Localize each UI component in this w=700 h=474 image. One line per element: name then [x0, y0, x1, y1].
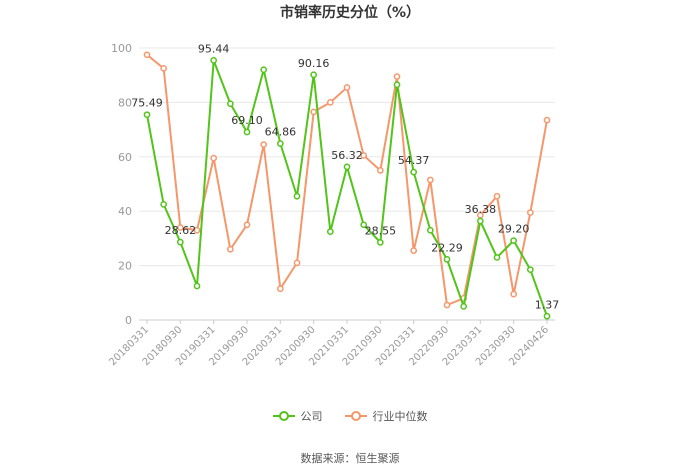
data-point	[493, 192, 501, 200]
data-point	[343, 163, 351, 171]
data-label: 64.86	[265, 126, 297, 139]
y-tick-label: 100	[111, 42, 132, 55]
data-point	[493, 254, 501, 261]
data-point	[210, 154, 218, 162]
data-point	[193, 282, 201, 290]
y-tick-label: 0	[125, 314, 132, 327]
data-point	[310, 108, 318, 116]
data-label: 28.55	[365, 224, 397, 237]
data-point	[360, 152, 368, 159]
data-point	[510, 290, 518, 298]
data-point	[276, 285, 284, 293]
legend-label-industry: 行业中位数	[372, 410, 428, 423]
y-tick-label: 20	[118, 260, 132, 273]
y-tick-label: 80	[118, 96, 132, 109]
data-point	[293, 259, 301, 267]
legend-item-industry[interactable]: 行业中位数	[344, 408, 428, 424]
data-point	[410, 247, 418, 254]
series-line	[146, 54, 548, 307]
data-point	[526, 209, 534, 216]
data-point	[326, 228, 334, 235]
data-point	[176, 224, 184, 231]
data-point	[460, 303, 468, 310]
data-point	[376, 167, 384, 174]
data-point	[476, 217, 484, 225]
data-point	[276, 140, 284, 147]
data-label: 36.38	[465, 203, 497, 216]
data-label: 90.16	[298, 57, 330, 70]
data-point	[443, 256, 451, 263]
data-point	[426, 226, 434, 234]
legend-item-company[interactable]: 公司	[272, 408, 323, 424]
data-point	[326, 99, 334, 106]
data-label: 22.29	[431, 241, 463, 254]
data-point	[176, 238, 184, 246]
data-point	[143, 51, 151, 59]
data-point	[360, 221, 368, 229]
data-point	[310, 71, 318, 79]
y-tick-label: 60	[118, 151, 132, 164]
data-point	[260, 141, 268, 148]
data-point	[260, 66, 268, 74]
data-label: 95.44	[198, 42, 230, 55]
data-point	[210, 57, 218, 64]
data-point	[243, 221, 251, 229]
data-point	[226, 245, 234, 253]
data-label: 56.32	[331, 149, 363, 162]
legend-swatch-company	[272, 410, 295, 422]
chart-title: 市销率历史分位（%）	[279, 5, 421, 21]
data-point	[426, 176, 434, 184]
data-label: 69.10	[231, 114, 263, 127]
legend-swatch-industry	[344, 410, 367, 422]
y-tick-label: 40	[118, 205, 132, 218]
data-point	[293, 192, 301, 200]
data-label: 75.49	[131, 97, 163, 110]
data-point	[393, 73, 401, 80]
data-point	[376, 238, 384, 246]
data-label: 28.62	[165, 224, 197, 237]
data-point	[543, 312, 551, 320]
data-label: 29.20	[498, 223, 530, 236]
data-point	[160, 65, 168, 72]
data-point	[193, 226, 201, 234]
data-source: 数据来源：恒生聚源	[300, 452, 400, 465]
data-point	[393, 81, 401, 89]
legend-label-company: 公司	[300, 410, 323, 423]
data-point	[343, 84, 351, 91]
data-point	[443, 301, 451, 309]
data-point	[226, 100, 234, 108]
legend: 公司 行业中位数	[0, 408, 700, 424]
data-label: 54.37	[398, 154, 430, 167]
data-point	[243, 128, 251, 136]
data-point	[543, 116, 551, 124]
data-point	[410, 168, 418, 176]
chart-plot: 0204060801002018033120180930201903312019…	[107, 42, 560, 368]
data-point	[510, 237, 518, 244]
data-point	[143, 111, 151, 119]
data-point	[160, 201, 168, 208]
data-label: 1.37	[535, 298, 560, 311]
data-point	[526, 266, 534, 274]
